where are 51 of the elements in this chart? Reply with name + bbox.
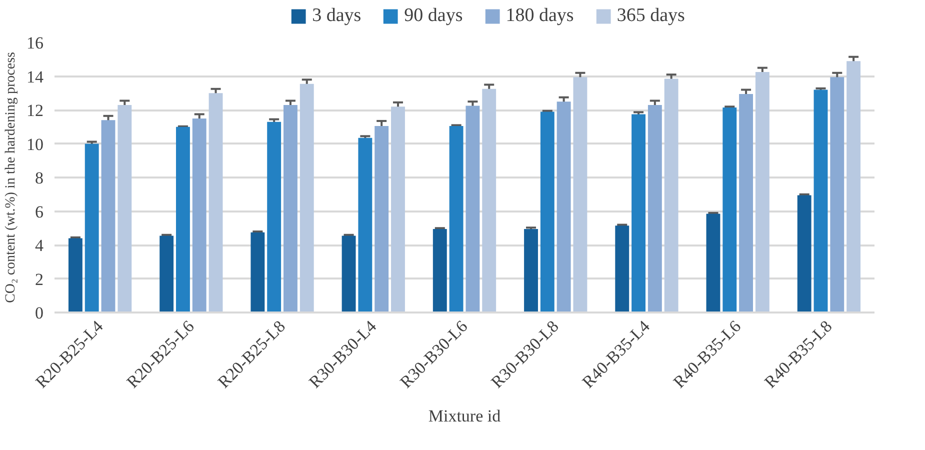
legend-label: 3 days [312, 5, 362, 27]
y-tick-label: 2 [35, 270, 44, 289]
bar [267, 122, 282, 312]
bar [160, 236, 174, 312]
y-tick-label: 0 [35, 304, 44, 322]
bar [814, 90, 828, 312]
bar [300, 84, 314, 312]
legend-label: 180 days [506, 5, 574, 27]
bar [432, 228, 447, 312]
bar [449, 126, 464, 312]
bar [706, 214, 720, 312]
bar [342, 236, 356, 312]
bar [250, 232, 265, 312]
bar [739, 94, 754, 312]
y-tick-label: 14 [26, 67, 44, 86]
bar [391, 106, 405, 312]
bar [573, 77, 588, 312]
y-tick-label: 8 [35, 168, 44, 188]
x-axis-title: Mixture id [428, 406, 502, 426]
bar [797, 195, 812, 312]
bar [540, 112, 554, 312]
bar [482, 88, 496, 312]
legend-label: 90 days [404, 5, 463, 27]
bar [68, 238, 82, 312]
bar [84, 144, 99, 312]
bar [722, 107, 737, 312]
bar [192, 118, 206, 312]
bar [556, 102, 571, 312]
bar [284, 104, 298, 312]
y-tick-label: 16 [26, 34, 44, 52]
bar [632, 114, 646, 312]
y-tick-label: 12 [26, 101, 44, 120]
bar [466, 106, 480, 312]
bar [358, 138, 372, 312]
bar [830, 77, 844, 312]
bar [118, 104, 132, 312]
bar [846, 61, 861, 312]
bar [176, 126, 190, 312]
y-tick-label: 6 [35, 202, 44, 222]
bar [664, 78, 678, 312]
bar [208, 93, 223, 312]
bar [101, 120, 116, 312]
y-tick-label: 4 [35, 236, 44, 255]
y-tick-label: 10 [26, 134, 44, 154]
bar [615, 226, 630, 312]
bar [374, 126, 389, 312]
bar [524, 228, 538, 312]
bar [648, 104, 662, 312]
bar [755, 72, 770, 312]
y-axis-title: CO₂ content (wt.%) in the hardening process [4, 52, 18, 303]
legend-label: 365 days [616, 5, 685, 27]
